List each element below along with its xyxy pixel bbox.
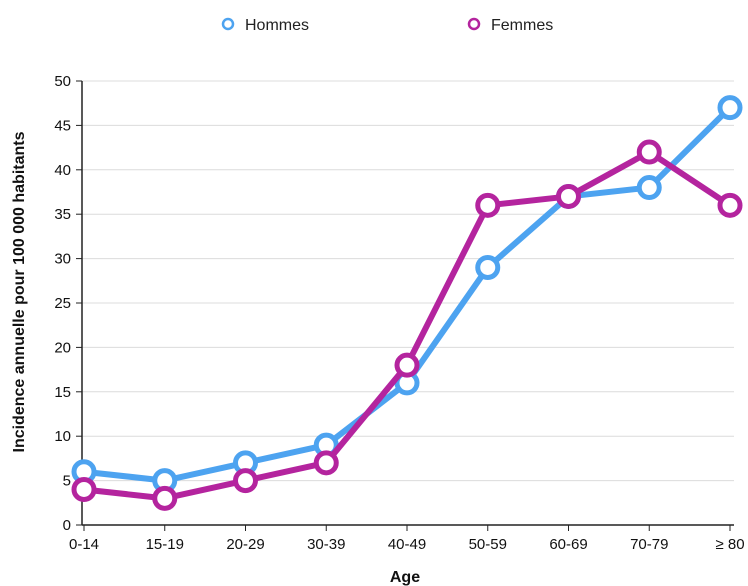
y-tick-label: 10 (54, 428, 71, 445)
series-line (81, 149, 733, 502)
y-tick-label: 20 (54, 339, 71, 356)
x-tick-label: 50-59 (469, 536, 507, 553)
y-tick-label: 15 (54, 384, 71, 401)
legend-marker-icon (467, 17, 481, 31)
y-tick-label: 35 (54, 206, 71, 223)
y-tick-label: 25 (54, 295, 71, 312)
y-tick-label: 50 (54, 73, 71, 90)
x-tick-label: 40-49 (388, 536, 426, 553)
data-point (717, 192, 743, 218)
y-tick-label: 0 (63, 517, 71, 534)
data-point (636, 175, 662, 201)
x-tick-label: 20-29 (226, 536, 264, 553)
x-axis-ticks: 0-14 15-19 20-29 30-39 40-49 50-59 60-69 70-79 ≥… (69, 525, 745, 553)
data-point (313, 450, 339, 476)
data-point (394, 352, 420, 378)
legend: Hommes Femmes (221, 17, 553, 34)
legend-marker-icon (221, 17, 235, 31)
y-tick-label: 40 (54, 162, 71, 179)
x-tick-label: 15-19 (146, 536, 184, 553)
x-tick-label: 70-79 (630, 536, 668, 553)
data-point (636, 139, 662, 165)
legend-label: Hommes (245, 17, 309, 34)
series-femmes (71, 139, 743, 511)
x-tick-label: 0-14 (69, 536, 99, 553)
gridlines (82, 80, 734, 482)
legend-item-hommes: Hommes (221, 17, 309, 34)
x-tick-label: ≥ 80 (715, 536, 744, 553)
x-tick-label: 60-69 (549, 536, 587, 553)
x-axis-title: Age (390, 569, 420, 586)
y-axis-title: Incidence annuelle pour 100 000 habitant… (11, 131, 28, 452)
legend-label: Femmes (491, 17, 553, 34)
data-point (556, 183, 581, 209)
y-tick-label: 45 (54, 117, 71, 134)
x-tick-label: 30-39 (307, 536, 345, 553)
data-point (717, 95, 743, 121)
data-point (475, 192, 501, 218)
data-point (233, 468, 258, 494)
y-tick-label: 30 (54, 251, 71, 268)
legend-item-femmes: Femmes (467, 17, 553, 34)
data-point (152, 485, 178, 511)
series-lines (71, 95, 743, 511)
data-point (475, 254, 501, 280)
data-point (71, 476, 97, 502)
y-axis-ticks: 0 5 10 15 20 25 30 35 40 45 50 (54, 73, 82, 534)
y-tick-label: 5 (63, 473, 71, 490)
